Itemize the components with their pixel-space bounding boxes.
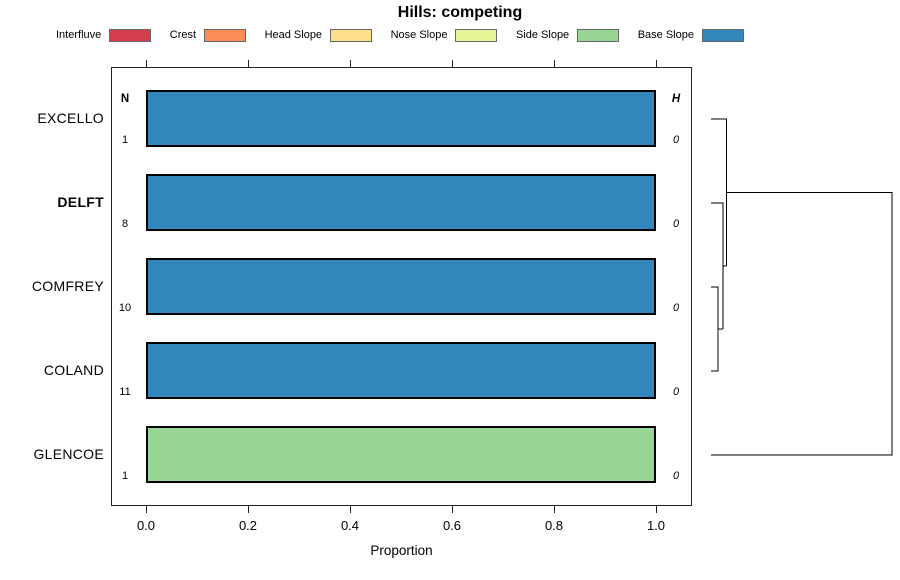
x-tick-label: 0.6 <box>442 518 462 533</box>
base-slope-swatch-icon <box>701 28 744 42</box>
h-value: 0 <box>672 218 680 230</box>
legend: Interfluve Crest Head Slope Nose Slope S… <box>56 27 744 43</box>
x-tick-label: 0.2 <box>238 518 258 533</box>
x-tick-label: 0.4 <box>340 518 360 533</box>
dendrogram-merge-comfrey-coland <box>711 286 719 372</box>
category-label: EXCELLO <box>37 110 104 126</box>
dendrogram-merge-excello <box>711 118 728 266</box>
bar-segment-base-slope <box>146 342 656 399</box>
bar-delft <box>146 174 656 231</box>
bottom-axis-tick <box>248 506 249 513</box>
top-axis-tick <box>452 60 453 67</box>
bottom-axis-tick <box>146 506 147 513</box>
legend-label: Side Slope <box>515 29 570 41</box>
top-axis-tick <box>248 60 249 67</box>
bar-excello <box>146 90 656 147</box>
h-value: 0 <box>672 134 680 146</box>
legend-item-nose-slope: Nose Slope <box>390 28 498 42</box>
interfluve-swatch-icon <box>109 28 152 42</box>
n-value: 11 <box>119 386 131 398</box>
top-axis-tick <box>350 60 351 67</box>
crest-swatch-icon <box>204 28 247 42</box>
dendrogram-merge-delft <box>711 202 724 329</box>
legend-label: Base Slope <box>637 29 694 41</box>
bar-comfrey <box>146 258 656 315</box>
legend-item-base-slope: Base Slope <box>637 28 744 42</box>
n-value: 10 <box>118 302 132 314</box>
n-value: 1 <box>121 470 129 482</box>
chart-title: Hills: competing <box>397 4 523 21</box>
head-slope-swatch-icon <box>330 28 373 42</box>
legend-label: Crest <box>169 29 197 41</box>
bar-coland <box>146 342 656 399</box>
x-axis-title: Proportion <box>370 543 433 558</box>
nose-slope-swatch-icon <box>455 28 498 42</box>
bar-glencoe <box>146 426 656 483</box>
legend-label: Nose Slope <box>390 29 448 41</box>
bottom-axis-tick <box>554 506 555 513</box>
bottom-axis-tick <box>452 506 453 513</box>
legend-item-side-slope: Side Slope <box>515 28 620 42</box>
dendrogram-root-glencoe <box>711 191 893 456</box>
top-axis-tick <box>554 60 555 67</box>
legend-item-crest: Crest <box>169 28 247 42</box>
bar-segment-base-slope <box>146 174 656 231</box>
x-tick-label: 0.0 <box>136 518 156 533</box>
legend-label: Interfluve <box>56 29 102 41</box>
bar-segment-side-slope <box>146 426 656 483</box>
category-label: COLAND <box>43 362 104 378</box>
n-value: 8 <box>121 218 129 230</box>
h-value: 0 <box>672 386 680 398</box>
h-value: 0 <box>672 470 680 482</box>
x-tick-label: 1.0 <box>646 518 666 533</box>
n-value: 1 <box>121 134 129 146</box>
category-label: GLENCOE <box>33 446 104 462</box>
cluster-dendrogram <box>711 118 893 456</box>
top-axis-tick <box>146 60 147 67</box>
legend-label: Head Slope <box>264 29 323 41</box>
category-label: DELFT <box>57 194 104 210</box>
legend-item-interfluve: Interfluve <box>56 28 152 42</box>
h-value: 0 <box>672 302 680 314</box>
bottom-axis-tick <box>656 506 657 513</box>
top-axis-tick <box>656 60 657 67</box>
bar-segment-base-slope <box>146 258 656 315</box>
category-label: COMFREY <box>31 278 104 294</box>
legend-item-head-slope: Head Slope <box>264 28 373 42</box>
h-column-header: H <box>671 93 681 105</box>
side-slope-swatch-icon <box>577 28 620 42</box>
bottom-axis-tick <box>350 506 351 513</box>
n-column-header: N <box>120 93 130 105</box>
bar-segment-base-slope <box>146 90 656 147</box>
x-tick-label: 0.8 <box>544 518 564 533</box>
